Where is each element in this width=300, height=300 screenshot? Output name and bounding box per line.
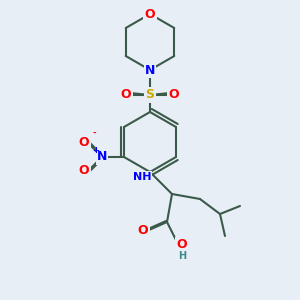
Text: +: + bbox=[92, 146, 99, 155]
Text: O: O bbox=[145, 8, 155, 20]
Text: O: O bbox=[79, 164, 89, 178]
Text: O: O bbox=[138, 224, 148, 236]
Text: O: O bbox=[169, 88, 179, 101]
Text: O: O bbox=[177, 238, 187, 251]
Text: H: H bbox=[178, 251, 186, 261]
Text: O: O bbox=[79, 136, 89, 149]
Text: NH: NH bbox=[133, 172, 151, 182]
Text: O: O bbox=[121, 88, 131, 101]
Text: -: - bbox=[92, 129, 96, 138]
Text: N: N bbox=[97, 151, 107, 164]
Text: S: S bbox=[146, 88, 154, 101]
Text: N: N bbox=[145, 64, 155, 76]
